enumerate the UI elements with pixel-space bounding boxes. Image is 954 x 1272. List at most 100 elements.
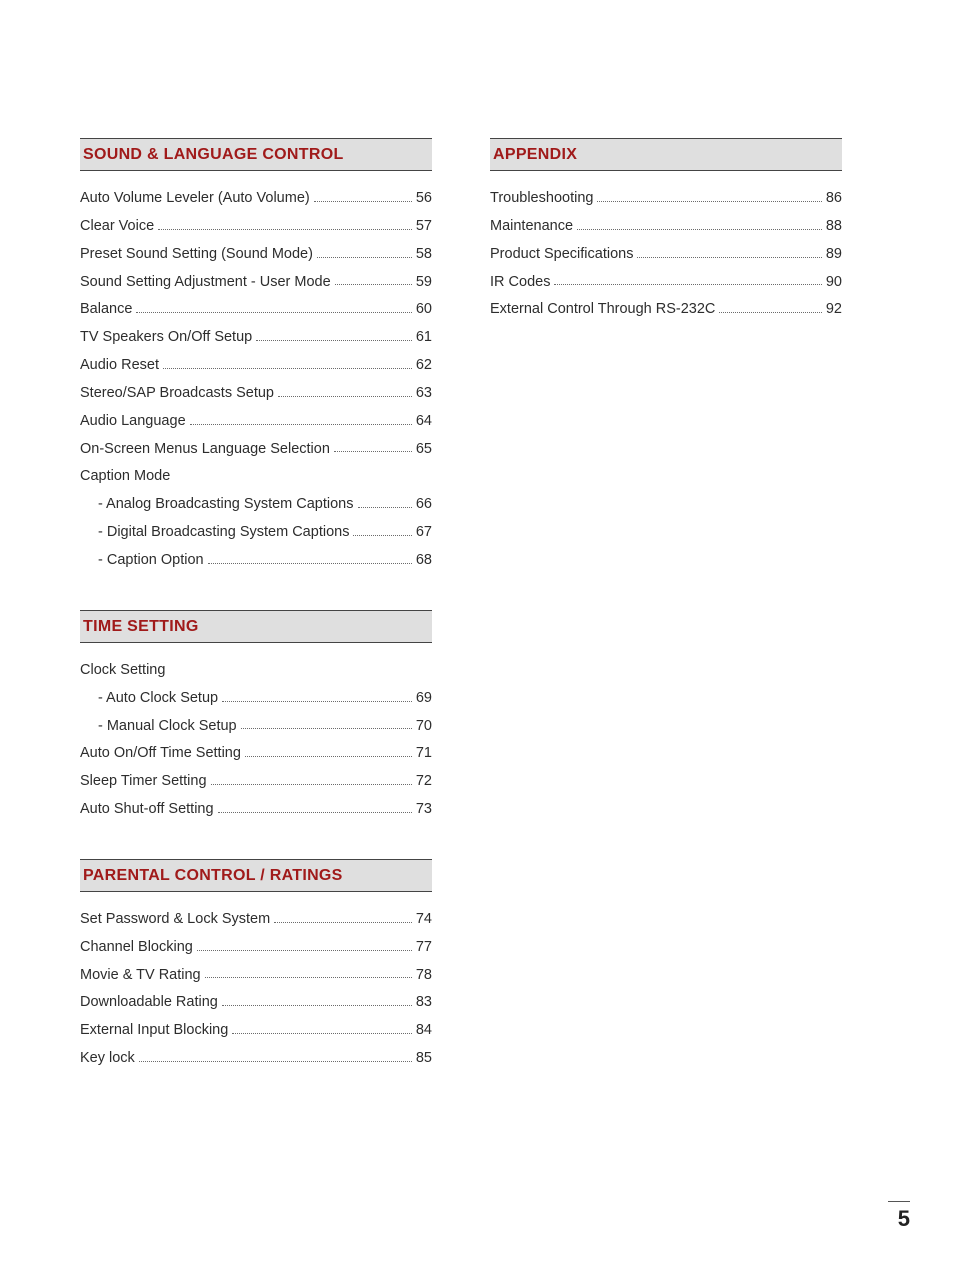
section-heading: TIME SETTING xyxy=(80,610,432,643)
toc-leader-dots xyxy=(317,256,412,258)
toc-label: On-Screen Menus Language Selection xyxy=(80,440,330,459)
right-column: APPENDIX Troubleshooting 86 Maintenance 88 Pr… xyxy=(490,138,842,1108)
toc-item: - Analog Broadcasting System Captions66 xyxy=(80,495,432,514)
toc-label: External Control Through RS-232C xyxy=(490,300,715,319)
toc-item: IR Codes90 xyxy=(490,273,842,292)
toc-label: Caption Mode xyxy=(80,467,170,486)
section-heading: SOUND & LANGUAGE CONTROL xyxy=(80,138,432,171)
toc-label: Product Specifications xyxy=(490,245,633,264)
toc-leader-dots xyxy=(334,450,412,452)
toc-leader-dots xyxy=(278,395,412,397)
toc-item: Downloadable Rating83 xyxy=(80,993,432,1012)
toc-leader-dots xyxy=(190,423,412,425)
toc-leader-dots xyxy=(218,811,412,813)
toc-item: Clear Voice57 xyxy=(80,217,432,236)
toc-label: - Caption Option xyxy=(98,551,204,570)
toc-page: 74 xyxy=(416,910,432,929)
toc-label: IR Codes xyxy=(490,273,550,292)
columns: SOUND & LANGUAGE CONTROL Auto Volume Leve… xyxy=(80,138,894,1108)
toc-page: 86 xyxy=(826,189,842,208)
toc-leader-dots xyxy=(208,562,412,564)
toc-page: 61 xyxy=(416,328,432,347)
toc-label: Auto Volume Leveler (Auto Volume) xyxy=(80,189,310,208)
toc-section: SOUND & LANGUAGE CONTROL Auto Volume Leve… xyxy=(80,138,432,570)
toc-leader-dots xyxy=(554,283,821,285)
toc-section: TIME SETTING Clock Setting - Auto Clock Se… xyxy=(80,610,432,819)
toc-item: Movie & TV Rating 78 xyxy=(80,966,432,985)
toc-leader-dots xyxy=(136,311,411,313)
toc-label: Maintenance xyxy=(490,217,573,236)
toc-page: 63 xyxy=(416,384,432,403)
toc-label: - Manual Clock Setup xyxy=(98,717,237,736)
toc-page: 88 xyxy=(826,217,842,236)
toc-item: Set Password & Lock System 74 xyxy=(80,910,432,929)
toc-page: 59 xyxy=(416,273,432,292)
toc-leader-dots xyxy=(158,228,412,230)
toc-label: Audio Language xyxy=(80,412,186,431)
toc-page: 71 xyxy=(416,744,432,763)
toc-leader-dots xyxy=(637,256,821,258)
toc-leader-dots xyxy=(335,283,412,285)
toc-page: 84 xyxy=(416,1021,432,1040)
toc-label: Sound Setting Adjustment - User Mode xyxy=(80,273,331,292)
toc-item: TV Speakers On/Off Setup 61 xyxy=(80,328,432,347)
toc-label: - Digital Broadcasting System Captions xyxy=(98,523,349,542)
toc-page: 70 xyxy=(416,717,432,736)
toc-page: 68 xyxy=(416,551,432,570)
toc-page: 64 xyxy=(416,412,432,431)
toc-page: 92 xyxy=(826,300,842,319)
toc-leader-dots xyxy=(719,311,821,313)
toc-leader-dots xyxy=(577,228,822,230)
toc-item: - Caption Option 68 xyxy=(80,551,432,570)
toc-label: Key lock xyxy=(80,1049,135,1068)
toc-item: Maintenance 88 xyxy=(490,217,842,236)
toc-item: Auto Volume Leveler (Auto Volume) 56 xyxy=(80,189,432,208)
toc-label: Auto Shut-off Setting xyxy=(80,800,214,819)
toc-label: TV Speakers On/Off Setup xyxy=(80,328,252,347)
toc-label: Sleep Timer Setting xyxy=(80,772,207,791)
page-number: 5 xyxy=(888,1201,910,1232)
toc-label: Downloadable Rating xyxy=(80,993,218,1012)
toc-leader-dots xyxy=(139,1060,412,1062)
toc-page: 69 xyxy=(416,689,432,708)
toc-leader-dots xyxy=(245,755,412,757)
toc-page: 57 xyxy=(416,217,432,236)
toc-page: 77 xyxy=(416,938,432,957)
toc-leader-dots xyxy=(256,339,412,341)
toc-label: Movie & TV Rating xyxy=(80,966,201,985)
toc-page: 78 xyxy=(416,966,432,985)
toc-page: 66 xyxy=(416,495,432,514)
toc-page: 85 xyxy=(416,1049,432,1068)
toc-item: Caption Mode xyxy=(80,467,432,486)
toc-item: Channel Blocking 77 xyxy=(80,938,432,957)
toc-item: Balance60 xyxy=(80,300,432,319)
toc-item: External Control Through RS-232C 92 xyxy=(490,300,842,319)
toc-page: 72 xyxy=(416,772,432,791)
toc-label: Channel Blocking xyxy=(80,938,193,957)
toc-item: Product Specifications 89 xyxy=(490,245,842,264)
toc-page: 73 xyxy=(416,800,432,819)
page: SOUND & LANGUAGE CONTROL Auto Volume Leve… xyxy=(0,0,954,1272)
toc-item: External Input Blocking 84 xyxy=(80,1021,432,1040)
toc-section: PARENTAL CONTROL / RATINGSSet Password &… xyxy=(80,859,432,1068)
toc-item: Clock Setting xyxy=(80,661,432,680)
toc-page: 67 xyxy=(416,523,432,542)
toc-leader-dots xyxy=(353,534,411,536)
toc-section: APPENDIX Troubleshooting 86 Maintenance 88 Pr… xyxy=(490,138,842,319)
toc-label: External Input Blocking xyxy=(80,1021,228,1040)
toc-label: Stereo/SAP Broadcasts Setup xyxy=(80,384,274,403)
toc-label: Troubleshooting xyxy=(490,189,593,208)
toc-item: - Digital Broadcasting System Captions 67 xyxy=(80,523,432,542)
toc-label: Balance xyxy=(80,300,132,319)
toc-page: 56 xyxy=(416,189,432,208)
toc-page: 65 xyxy=(416,440,432,459)
toc-item: - Auto Clock Setup69 xyxy=(80,689,432,708)
toc-page: 89 xyxy=(826,245,842,264)
toc-label: Set Password & Lock System xyxy=(80,910,270,929)
toc-leader-dots xyxy=(241,727,412,729)
toc-item: Troubleshooting 86 xyxy=(490,189,842,208)
toc-leader-dots xyxy=(211,783,412,785)
toc-leader-dots xyxy=(358,506,412,508)
section-heading: APPENDIX xyxy=(490,138,842,171)
toc-item: Key lock 85 xyxy=(80,1049,432,1068)
